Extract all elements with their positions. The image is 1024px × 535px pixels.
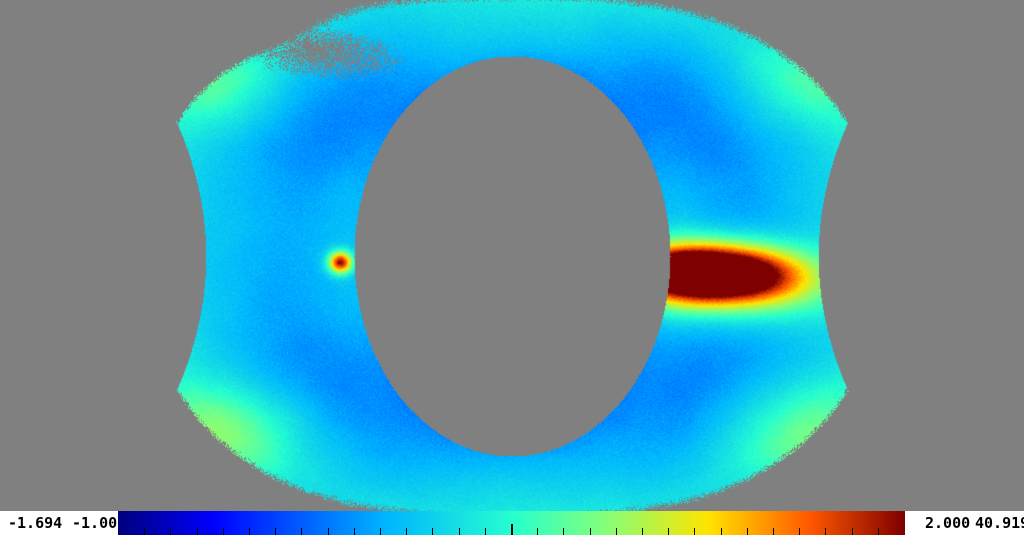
- colorbar-data-max-label: 40.919: [975, 514, 1024, 532]
- colorbar-scale-max-label: 2.000: [925, 514, 971, 532]
- colorbar: -1.694 -1.000 2.000 40.919: [0, 511, 1024, 535]
- colorbar-gradient-canvas: [118, 511, 905, 535]
- colormapped-data-image: [0, 0, 1024, 511]
- colorbar-data-min-label: -1.694: [8, 514, 63, 532]
- colorbar-scale-min-label: -1.000: [72, 514, 127, 532]
- colorbar-gradient: [118, 511, 905, 535]
- image-panel: [0, 0, 1024, 511]
